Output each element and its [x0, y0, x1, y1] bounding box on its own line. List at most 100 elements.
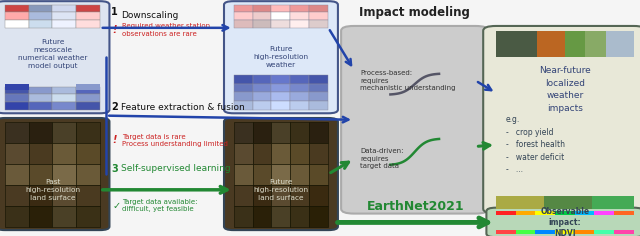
Text: Self-supervised learning: Self-supervised learning [121, 164, 230, 173]
Bar [253, 122, 271, 143]
Text: ✓: ✓ [113, 201, 121, 211]
Text: Target data is rare
Process understanding limited: Target data is rare Process understandin… [122, 134, 227, 147]
Bar [234, 93, 253, 101]
Bar [309, 206, 328, 227]
Bar [253, 75, 271, 84]
Bar [76, 20, 100, 28]
Bar [309, 93, 328, 101]
Bar [29, 185, 52, 206]
Bar [29, 164, 52, 185]
Bar [291, 75, 309, 84]
Text: !: ! [113, 25, 117, 35]
Bar [271, 185, 291, 206]
Text: Near-future
localized
weather
impacts: Near-future localized weather impacts [539, 66, 591, 113]
Bar [5, 94, 29, 102]
FancyBboxPatch shape [483, 26, 640, 214]
FancyBboxPatch shape [224, 1, 338, 113]
Bar [5, 122, 29, 143]
Bar [234, 164, 253, 185]
Bar [5, 185, 29, 206]
Bar [595, 230, 614, 234]
Text: 3: 3 [111, 164, 118, 174]
Bar [535, 211, 555, 215]
Bar [614, 230, 634, 234]
Bar [76, 164, 100, 185]
Text: EarthNet2021: EarthNet2021 [367, 200, 464, 213]
Bar [234, 20, 253, 28]
Bar [52, 94, 76, 102]
Bar [496, 211, 516, 215]
Bar [52, 206, 76, 227]
Bar [291, 185, 309, 206]
Bar [234, 101, 253, 110]
FancyBboxPatch shape [224, 118, 338, 230]
Bar [535, 230, 555, 234]
Bar [234, 122, 253, 143]
Bar [496, 196, 544, 209]
Bar [271, 84, 291, 93]
Bar [271, 206, 291, 227]
Bar [253, 101, 271, 110]
Bar [76, 206, 100, 227]
Bar [52, 143, 76, 164]
Bar [291, 122, 309, 143]
Text: Process-based:
requires
mechanistic understanding: Process-based: requires mechanistic unde… [360, 70, 456, 91]
Text: Data-driven:
requires
target data: Data-driven: requires target data [360, 148, 404, 169]
Bar [234, 13, 253, 20]
Bar [29, 102, 52, 110]
Bar [52, 185, 76, 206]
Bar [5, 143, 29, 164]
Bar [496, 230, 516, 234]
FancyBboxPatch shape [341, 26, 488, 214]
Bar [29, 5, 52, 13]
Bar [52, 87, 76, 94]
Bar [271, 20, 291, 28]
Bar [291, 93, 309, 101]
Bar [234, 75, 253, 84]
Bar [29, 87, 52, 94]
Bar [234, 185, 253, 206]
Bar [555, 211, 575, 215]
Bar [5, 102, 29, 110]
Text: Observable
impact:
NDVI: Observable impact: NDVI [540, 207, 589, 236]
Bar [253, 185, 271, 206]
Bar [52, 122, 76, 143]
Bar [291, 13, 309, 20]
Bar [253, 164, 271, 185]
Bar [253, 143, 271, 164]
Bar [538, 31, 564, 57]
Bar [29, 13, 52, 20]
FancyBboxPatch shape [486, 208, 640, 236]
Bar [291, 5, 309, 13]
Bar [5, 20, 29, 28]
Bar [575, 230, 595, 234]
Text: Past
high-resolution
land surface: Past high-resolution land surface [25, 179, 80, 201]
Bar [234, 5, 253, 13]
Bar [52, 20, 76, 28]
FancyBboxPatch shape [0, 118, 109, 230]
Text: Future
high-resolution
weather: Future high-resolution weather [253, 46, 308, 68]
Bar [291, 206, 309, 227]
Bar [309, 143, 328, 164]
Bar [309, 122, 328, 143]
Text: 1: 1 [111, 7, 118, 17]
Bar [253, 20, 271, 28]
Bar [52, 5, 76, 13]
Bar [544, 196, 593, 209]
Text: Feature extraction & fusion: Feature extraction & fusion [121, 103, 244, 112]
Bar [5, 84, 29, 90]
Bar [76, 122, 100, 143]
Bar [309, 185, 328, 206]
Bar [234, 84, 253, 93]
Bar [52, 164, 76, 185]
Bar [309, 101, 328, 110]
Bar [29, 94, 52, 102]
Text: Future
mesoscale
numerical weather
model output: Future mesoscale numerical weather model… [18, 39, 87, 69]
Bar [76, 13, 100, 20]
Text: e.g.
-   crop yield
-   forest health
-   water deficit
-   ...: e.g. - crop yield - forest health - wate… [506, 115, 564, 174]
Bar [29, 143, 52, 164]
Bar [76, 143, 100, 164]
Bar [271, 13, 291, 20]
Bar [5, 87, 29, 94]
Bar [52, 102, 76, 110]
